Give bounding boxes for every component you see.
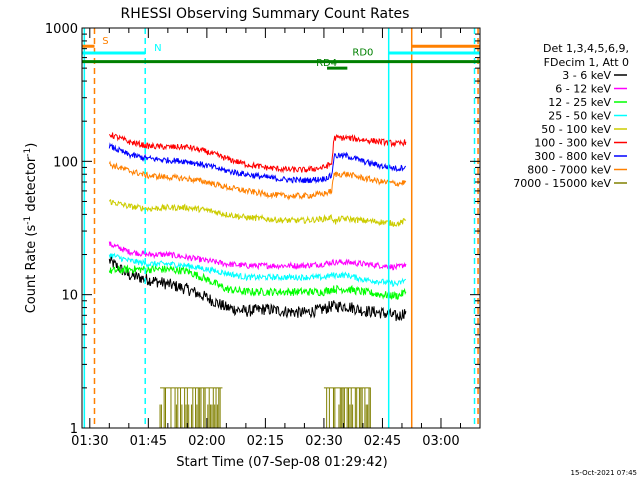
legend-label: 6 - 12 keV <box>555 83 611 96</box>
series-line <box>108 241 407 271</box>
chart-title: RHESSI Observing Summary Count Rates <box>121 6 410 22</box>
series-line <box>108 142 407 185</box>
flag-label: S <box>102 36 108 47</box>
x-tick-label: 03:00 <box>422 434 459 449</box>
series-line <box>108 160 407 201</box>
legend-header-line-2: FDecim 1, Att 0 <box>544 56 629 69</box>
flag-layer: S N RD0 RD4 <box>82 28 480 428</box>
y-tick-label: 100 <box>53 155 78 170</box>
flag-label: RD0 <box>352 48 373 59</box>
legend-header-line-1: Det 1,3,4,5,6,9, <box>543 42 629 55</box>
series-line <box>108 252 406 287</box>
x-tick-label: 01:45 <box>130 434 167 449</box>
flag-label: N <box>154 43 161 54</box>
legend-label: 800 - 7000 keV <box>527 164 611 177</box>
x-axis-label: Start Time (07-Sep-08 01:29:42) <box>176 455 387 470</box>
legend-label: 50 - 100 keV <box>541 123 611 136</box>
legend-label: 3 - 6 keV <box>562 69 611 82</box>
legend-label: 25 - 50 keV <box>548 110 611 123</box>
x-tick-label: 02:30 <box>305 434 342 449</box>
flag-label: RD4 <box>316 58 337 69</box>
series-line <box>108 256 407 322</box>
y-axis-label: Count Rate (s-1 detector-1) <box>23 143 39 314</box>
y-tick-label: 1000 <box>45 22 78 37</box>
x-tick-label: 02:45 <box>364 434 401 449</box>
data-layer <box>108 132 407 428</box>
plot-frame <box>81 27 481 429</box>
legend-label: 300 - 800 keV <box>534 150 611 163</box>
y-tick-label: 1 <box>70 422 78 437</box>
series-line <box>108 264 407 301</box>
timestamp: 15-Oct-2021 07:45 <box>571 469 637 477</box>
axis-layer: 01:30 01:45 02:00 02:15 02:30 02:45 03:00 1 10 10… <box>45 22 481 449</box>
legend-label: 12 - 25 keV <box>548 96 611 109</box>
series-line <box>108 198 407 228</box>
legend-label: 100 - 300 keV <box>534 137 611 150</box>
x-tick-label: 01:30 <box>71 434 108 449</box>
y-tick-label: 10 <box>61 289 78 304</box>
series-line <box>108 132 407 174</box>
x-tick-label: 02:00 <box>188 434 225 449</box>
legend: Det 1,3,4,5,6,9, FDecim 1, Att 0 3 - 6 k… <box>513 42 629 190</box>
legend-label: 7000 - 15000 keV <box>513 177 611 190</box>
x-tick-label: 02:15 <box>247 434 284 449</box>
